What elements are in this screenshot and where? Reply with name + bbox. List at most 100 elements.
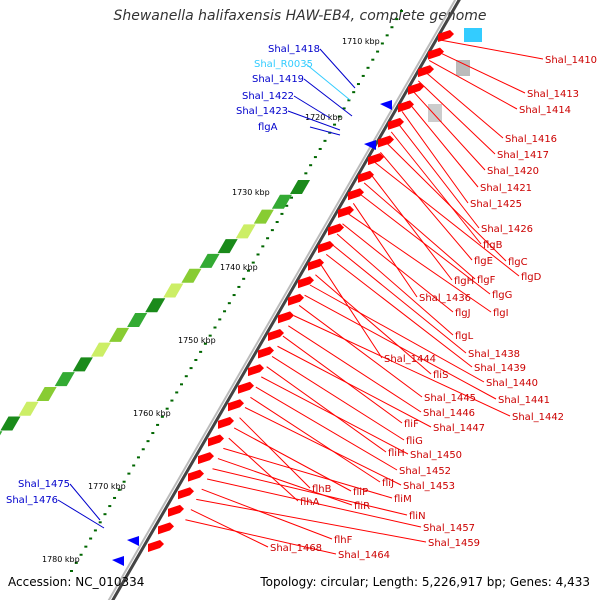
- leader-line: [190, 509, 269, 548]
- leader-line: [320, 264, 383, 359]
- tick-mark: [89, 537, 93, 540]
- accession-text: Accession: NC_010334: [8, 575, 145, 589]
- leader-line: [374, 162, 520, 277]
- leader-line: [287, 110, 341, 131]
- forward-gene-arrow: [228, 399, 244, 412]
- right-gene-label: Shal_1440: [486, 378, 538, 389]
- genome-backbone: [111, 0, 461, 600]
- leader-line: [206, 478, 422, 528]
- leader-line: [396, 121, 480, 229]
- forward-gene-arrow: [408, 82, 424, 95]
- green-gene-block: [217, 239, 238, 254]
- tick-mark: [175, 391, 179, 394]
- tick-mark: [337, 115, 341, 118]
- leader-line: [407, 100, 479, 188]
- right-gene-label: flgI: [493, 308, 509, 319]
- reverse-gene-arrow: [112, 556, 124, 566]
- leader-line: [305, 63, 351, 101]
- forward-gene-arrow: [398, 100, 414, 113]
- leader-line: [196, 498, 427, 543]
- gene-labels: Shal_1418 Shal_R0035 Shal_1419 Shal_1422 Sha…: [6, 44, 597, 561]
- tick-mark: [280, 212, 284, 215]
- right-gene-label: flgF: [477, 275, 496, 286]
- label-leaders: [57, 39, 544, 555]
- tick-mark: [361, 74, 365, 77]
- tick-mark: [395, 18, 399, 21]
- forward-gene-arrow: [238, 381, 254, 394]
- green-gene-block: [127, 313, 148, 328]
- tick-mark: [356, 83, 360, 86]
- left-gene-label: Shal_R0035: [254, 59, 313, 70]
- forward-gene-arrow: [368, 153, 384, 166]
- tick-mark: [285, 204, 289, 207]
- right-gene-label: Shal_1436: [419, 293, 471, 304]
- leader-line: [271, 356, 405, 441]
- scale-label: 1770 kbp: [88, 482, 126, 491]
- scale-label: 1710 kbp: [342, 37, 380, 46]
- right-gene-label: flgJ: [455, 308, 471, 319]
- left-gene-label: Shal_1419: [252, 74, 304, 85]
- right-gene-label: Shal_1468: [270, 543, 322, 554]
- green-gene-block: [108, 327, 130, 342]
- reverse-gene-arrow: [127, 536, 139, 546]
- left-gene-label: Shal_1475: [18, 479, 70, 490]
- leader-line: [293, 315, 511, 417]
- leader-line: [358, 192, 491, 295]
- forward-gene-arrow: [198, 452, 214, 465]
- tick-mark: [251, 261, 255, 264]
- leader-line: [342, 223, 454, 313]
- right-gene-label: Shal_1410: [545, 55, 597, 66]
- leader-line: [282, 335, 403, 424]
- map-title: Shewanella halifaxensis HAW-EB4, complet…: [113, 8, 487, 24]
- leader-line: [423, 70, 504, 139]
- tick-mark: [84, 545, 88, 548]
- tick-mark: [141, 448, 145, 451]
- tick-mark: [208, 334, 212, 337]
- leader-line: [363, 182, 476, 280]
- right-gene-label: Shal_1459: [428, 538, 480, 549]
- tick-mark: [194, 358, 198, 361]
- leader-line: [303, 78, 353, 117]
- tick-mark: [160, 415, 164, 418]
- forward-gene-arrow: [278, 311, 294, 324]
- green-gene-block: [54, 372, 75, 387]
- forward-gene-arrow: [288, 293, 304, 306]
- scale-label: 1760 kbp: [133, 409, 171, 418]
- green-gene-block: [0, 416, 21, 431]
- right-gene-label: flgB: [483, 240, 503, 251]
- tick-mark: [290, 196, 293, 199]
- forward-gene-arrow: [188, 469, 204, 482]
- tick-mark: [203, 342, 207, 345]
- tick-mark: [309, 164, 313, 167]
- left-gene-label: Shal_1418: [268, 44, 320, 55]
- tick-mark: [70, 570, 73, 572]
- scale-label: 1740 kbp: [220, 263, 258, 272]
- right-gene-label: fliH: [388, 448, 405, 459]
- left-gene-label: Shal_1422: [242, 91, 294, 102]
- right-gene-label: Shal_1457: [423, 523, 475, 534]
- forward-gene-arrow: [208, 434, 224, 447]
- tick-mark: [184, 375, 188, 378]
- leader-line: [69, 483, 101, 521]
- forward-gene-arrow: [438, 30, 454, 42]
- tick-mark: [93, 529, 97, 532]
- right-gene-label: flgL: [455, 331, 474, 342]
- right-gene-label: Shal_1421: [480, 183, 532, 194]
- leader-line: [439, 39, 544, 60]
- forward-gene-arrow: [168, 504, 184, 517]
- right-gene-label: fliN: [409, 511, 426, 522]
- tick-mark: [275, 221, 279, 224]
- leader-line: [185, 519, 337, 555]
- leader-line: [239, 417, 311, 489]
- tick-mark: [98, 521, 102, 524]
- tick-mark: [108, 505, 112, 508]
- gene-track: [0, 28, 482, 566]
- right-gene-label: flgD: [521, 272, 542, 283]
- tick-mark: [189, 367, 193, 370]
- right-gene-label: fliR: [354, 501, 370, 512]
- scale-labels: 1710 kbp 1720 kbp 1730 kbp 1740 kbp 1750 kbp…: [42, 37, 380, 564]
- leader-line: [315, 274, 432, 375]
- tick-mark: [103, 513, 107, 516]
